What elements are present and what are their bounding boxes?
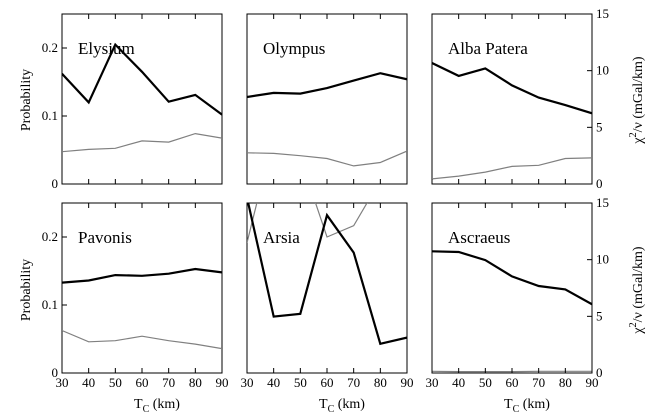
x-tick-label: 60 xyxy=(321,375,334,390)
panel-title: Arsia xyxy=(263,228,300,247)
x-label-main: T xyxy=(134,397,143,412)
panel-lines xyxy=(62,42,222,153)
chi2-line xyxy=(62,132,222,153)
panel-lines xyxy=(247,72,407,167)
panel-title: Alba Patera xyxy=(448,39,528,58)
x-tick-label: 70 xyxy=(162,375,175,390)
x-label-unit: (km) xyxy=(334,397,365,412)
y-left-tick-label: 0.2 xyxy=(42,40,58,55)
x-label-subscript: C xyxy=(513,404,520,412)
panel-lines xyxy=(62,267,222,350)
y-right-tick-label: 10 xyxy=(596,63,609,78)
probability-line xyxy=(62,267,222,284)
panels-group: 0 0.1 0.2 Elysium Olympus 0 5 10 15 Alba Patera 30… xyxy=(42,6,609,390)
x-tick-label: 30 xyxy=(426,375,439,390)
y-axis-right-label: χ2/ν (mGal/km) xyxy=(628,246,646,334)
x-tick-label: 60 xyxy=(506,375,519,390)
x-label-main: T xyxy=(504,397,513,412)
x-tick-label: 40 xyxy=(452,375,465,390)
y-right-tick-label: 0 xyxy=(596,365,603,380)
y-left-tick-label: 0.2 xyxy=(42,229,58,244)
panel-title: Ascraeus xyxy=(448,228,510,247)
x-tick-label: 90 xyxy=(216,375,229,390)
panel-title: Elysium xyxy=(78,39,135,58)
x-tick-label: 40 xyxy=(267,375,280,390)
chi2-line xyxy=(62,329,222,350)
panel-title: Olympus xyxy=(263,39,325,58)
y-left-tick-label: 0 xyxy=(52,176,59,191)
x-axis-label: TC (km) xyxy=(319,397,365,412)
y-right-tick-label: 15 xyxy=(596,195,609,210)
chi-unit: /ν (mGal/km) xyxy=(631,56,646,132)
y-axis-left-label: Probability xyxy=(19,259,34,321)
chi2-line xyxy=(247,150,407,167)
x-tick-label: 50 xyxy=(109,375,122,390)
x-tick-label: 40 xyxy=(82,375,95,390)
x-axis-label: TC (km) xyxy=(504,397,550,412)
x-tick-label: 80 xyxy=(374,375,387,390)
probability-line xyxy=(432,62,592,115)
x-tick-label: 90 xyxy=(401,375,414,390)
panel-title: Pavonis xyxy=(78,228,132,247)
panel-lines xyxy=(247,203,407,346)
y-axis-right-label: χ2/ν (mGal/km) xyxy=(628,56,646,144)
x-tick-label: 60 xyxy=(136,375,149,390)
probability-line xyxy=(247,203,407,346)
chi2-line xyxy=(247,203,368,243)
panel-lines xyxy=(432,62,592,180)
x-tick-label: 50 xyxy=(294,375,307,390)
x-tick-label: 70 xyxy=(532,375,545,390)
x-label-subscript: C xyxy=(143,404,150,412)
panel: 30 40 50 60 70 80 900 5 10 15 Ascraeus xyxy=(426,195,610,390)
x-tick-label: 80 xyxy=(559,375,572,390)
probability-line xyxy=(432,250,592,306)
y-left-tick-label: 0 xyxy=(52,365,59,380)
chi-symbol: χ xyxy=(631,137,646,145)
y-right-tick-label: 10 xyxy=(596,252,609,267)
panel-lines xyxy=(432,250,592,373)
y-axis-left-label: Probability xyxy=(19,69,34,131)
panel: 30 40 50 60 70 80 90 0 0.1 0.2 Pavonis xyxy=(42,202,229,390)
x-label-unit: (km) xyxy=(519,397,550,412)
panel: 0 5 10 15 Alba Patera xyxy=(431,6,609,191)
chi-superscript: 2 xyxy=(628,132,639,137)
y-left-tick-label: 0.1 xyxy=(42,108,58,123)
y-right-tick-label: 15 xyxy=(596,6,609,21)
chi2-line xyxy=(432,157,592,180)
chi-unit: /ν (mGal/km) xyxy=(631,246,646,322)
x-tick-label: 90 xyxy=(586,375,599,390)
x-axis-label: TC (km) xyxy=(134,397,180,412)
x-tick-label: 80 xyxy=(189,375,202,390)
probability-line xyxy=(62,42,222,116)
panel: 0 0.1 0.2 Elysium xyxy=(42,13,223,191)
x-label-unit: (km) xyxy=(149,397,180,412)
panel: Olympus xyxy=(246,13,408,185)
probability-line xyxy=(247,72,407,99)
x-tick-label: 30 xyxy=(56,375,69,390)
chi-symbol: χ xyxy=(631,327,646,335)
x-tick-label: 30 xyxy=(241,375,254,390)
chi-superscript: 2 xyxy=(628,322,639,327)
y-right-tick-label: 5 xyxy=(596,119,603,134)
x-tick-label: 50 xyxy=(479,375,492,390)
x-label-subscript: C xyxy=(328,404,335,412)
x-tick-label: 70 xyxy=(347,375,360,390)
panel: 30 40 50 60 70 80 90 Arsia xyxy=(241,202,414,390)
y-right-tick-label: 0 xyxy=(596,176,603,191)
x-label-main: T xyxy=(319,397,328,412)
y-right-tick-label: 5 xyxy=(596,308,603,323)
y-left-tick-label: 0.1 xyxy=(42,297,58,312)
